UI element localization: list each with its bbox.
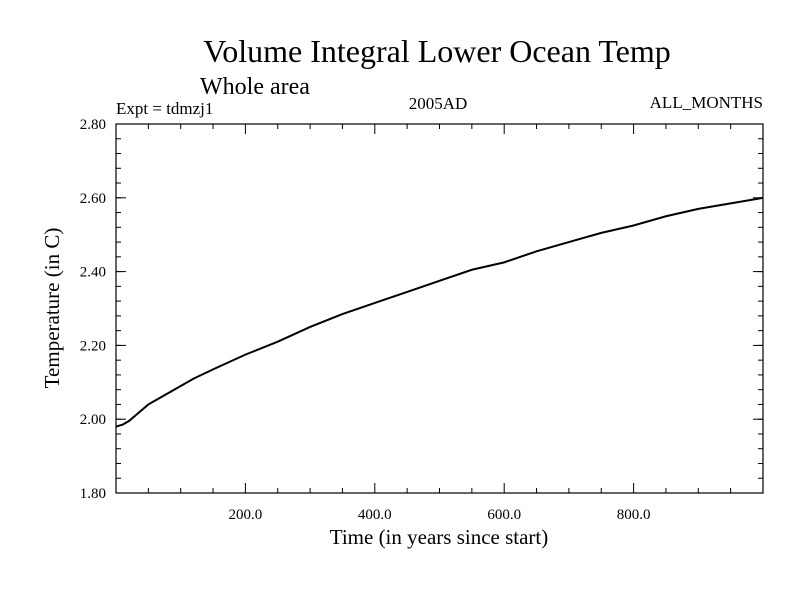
- y-axis: 1.80 2.00 2.20 2.40 2.60 2.80: [80, 117, 763, 502]
- x-tick-label: 800.0: [617, 507, 651, 523]
- x-tick-label: 600.0: [487, 507, 521, 523]
- months-label: ALL_MONTHS: [650, 93, 763, 112]
- y-tick-label: 2.00: [80, 412, 106, 428]
- x-tick-label: 200.0: [229, 507, 263, 523]
- y-tick-label: 2.80: [80, 117, 106, 133]
- series-line-temperature: [115, 196, 764, 428]
- y-tick-label: 2.40: [80, 265, 106, 281]
- chart-title: Volume Integral Lower Ocean Temp: [203, 33, 671, 69]
- expt-label: Expt = tdmzj1: [116, 99, 213, 118]
- y-tick-label: 2.20: [80, 338, 106, 354]
- y-tick-label: 1.80: [80, 486, 106, 502]
- x-axis-label: Time (in years since start): [330, 525, 549, 549]
- y-tick-label: 2.60: [80, 191, 106, 207]
- y-axis-label: Temperature (in C): [40, 228, 64, 389]
- x-tick-label: 400.0: [358, 507, 392, 523]
- period-label: 2005AD: [409, 94, 468, 113]
- plot-frame: [115, 123, 764, 494]
- x-axis: 200.0 400.0 600.0 800.0: [147, 124, 732, 523]
- chart-subtitle: Whole area: [200, 74, 310, 100]
